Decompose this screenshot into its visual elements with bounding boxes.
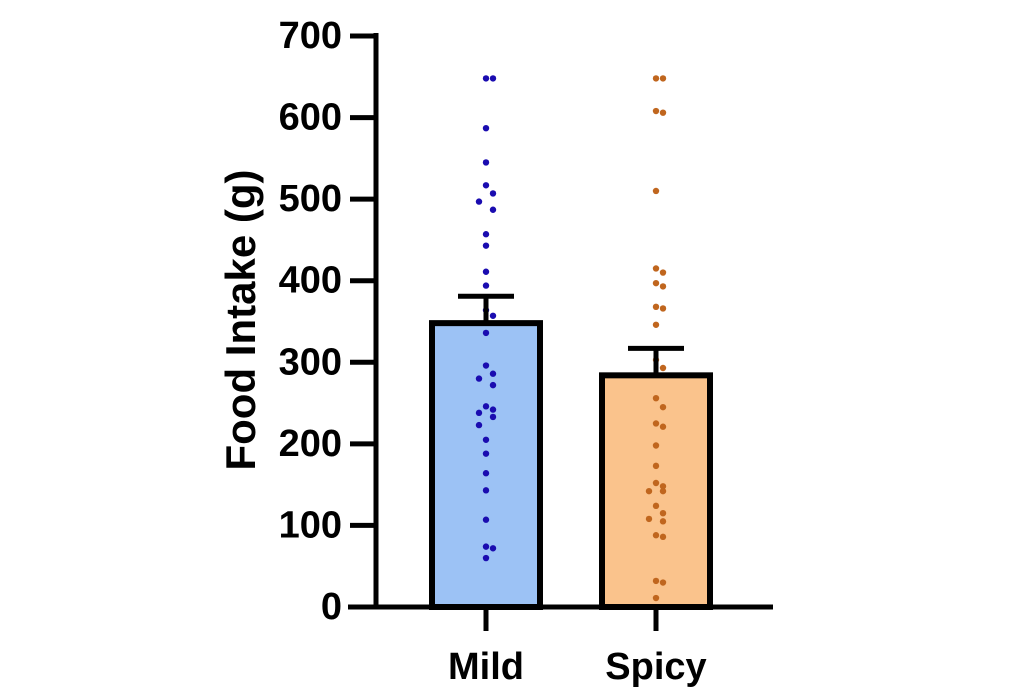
data-point (482, 124, 490, 132)
data-point (659, 509, 667, 517)
data-point (482, 182, 490, 189)
data-point (482, 543, 490, 550)
data-point (482, 554, 490, 562)
data-point (652, 532, 660, 539)
y-tick-label: 500 (279, 178, 342, 220)
data-point (482, 450, 490, 457)
y-tick-label: 0 (321, 586, 342, 628)
bar-spicy (599, 372, 713, 610)
data-point (489, 206, 497, 213)
bars-layer (429, 320, 713, 610)
y-ticks-layer: 0 100 200 300 400 500 600 700 (279, 15, 376, 628)
data-point (482, 403, 490, 410)
data-point (652, 321, 660, 328)
error-bars-layer (458, 293, 684, 376)
data-point (652, 279, 660, 287)
data-point (659, 403, 667, 411)
y-tick-label: 300 (279, 341, 342, 383)
data-point (482, 470, 490, 477)
data-point (482, 75, 490, 82)
data-point (489, 413, 497, 421)
data-point (482, 268, 490, 275)
data-point (659, 579, 667, 586)
points-layer (475, 75, 667, 602)
x-tick-label-spicy: Spicy (605, 646, 706, 688)
data-point (659, 483, 667, 490)
data-point (652, 462, 660, 470)
data-point (482, 487, 490, 494)
data-point (482, 282, 490, 289)
data-point (489, 545, 497, 552)
data-point (659, 487, 667, 495)
data-point (652, 577, 660, 585)
data-point (652, 394, 660, 402)
data-point (482, 159, 490, 166)
data-point (482, 231, 490, 238)
data-point (659, 533, 667, 541)
data-point (652, 594, 660, 602)
data-point (659, 518, 667, 525)
data-point (659, 75, 667, 82)
x-tick-label-mild: Mild (448, 646, 524, 688)
data-point (489, 312, 497, 319)
data-point (489, 370, 497, 377)
data-point (482, 436, 490, 443)
axes-layer (348, 33, 773, 610)
data-point (652, 442, 660, 449)
y-axis-title: Food Intake (g) (217, 170, 264, 471)
data-point (489, 190, 497, 197)
y-tick-label: 700 (279, 15, 342, 57)
y-tick-label: 100 (279, 504, 342, 546)
data-point (475, 375, 483, 382)
data-point (475, 198, 483, 205)
data-point (659, 364, 667, 372)
data-point (659, 305, 667, 312)
data-point (652, 303, 660, 311)
data-point (652, 479, 660, 487)
data-point (489, 381, 497, 389)
y-tick-label: 400 (279, 260, 342, 302)
data-point (482, 516, 490, 523)
data-point (652, 502, 660, 510)
data-point (659, 109, 667, 116)
data-point (645, 487, 653, 495)
data-point (482, 362, 490, 369)
data-point (489, 75, 497, 82)
data-point (659, 423, 667, 430)
data-point (652, 75, 660, 82)
data-point (652, 187, 660, 195)
data-point (489, 406, 497, 413)
data-point (645, 515, 653, 523)
x-labels-layer: Mild Spicy (448, 607, 707, 688)
data-point (652, 107, 660, 115)
data-point (475, 421, 483, 429)
y-tick-label: 200 (279, 423, 342, 465)
data-point (659, 283, 667, 290)
data-point (475, 409, 483, 417)
data-point (659, 269, 667, 276)
data-point (652, 265, 660, 272)
y-tick-label: 600 (279, 97, 342, 139)
data-point (652, 420, 660, 427)
data-point (482, 242, 490, 249)
data-point (482, 329, 490, 337)
